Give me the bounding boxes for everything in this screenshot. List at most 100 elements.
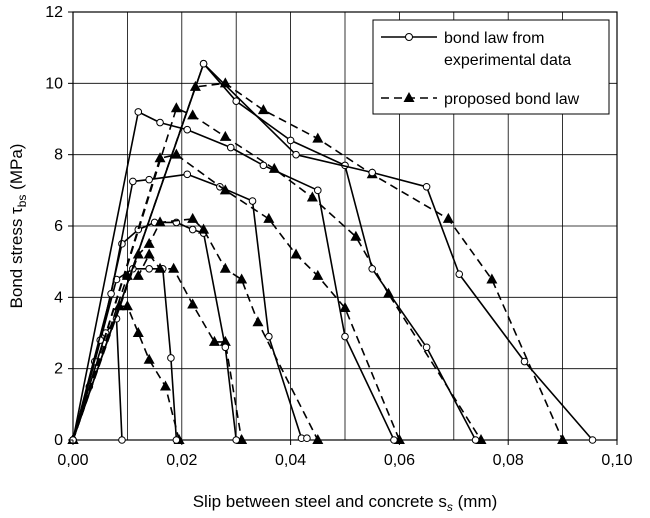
data-point-triangle	[187, 298, 199, 309]
data-point-triangle	[198, 223, 210, 234]
data-point-triangle	[187, 212, 199, 223]
legend-filled-triangle-marker	[403, 92, 415, 102]
data-point-circle	[455, 270, 464, 278]
data-point-circle	[145, 265, 153, 273]
data-point-circle	[292, 150, 300, 159]
solid-series-line	[72, 267, 178, 441]
data-point-triangle	[132, 327, 144, 337]
data-point-triangle	[312, 269, 324, 280]
data-point-circle	[167, 354, 175, 362]
data-point-triangle	[268, 162, 280, 173]
x-tick-label: 0,06	[384, 452, 415, 469]
data-point-circle	[156, 118, 164, 127]
data-point-circle	[118, 436, 126, 444]
data-point-circle	[248, 197, 257, 205]
data-point-circle	[390, 436, 398, 444]
data-point-triangle	[257, 104, 269, 115]
data-point-triangle	[290, 248, 302, 259]
data-point-triangle	[143, 248, 155, 259]
y-tick-label: 8	[54, 147, 63, 164]
data-point-triangle	[312, 132, 324, 143]
x-tick-label: 0,02	[166, 452, 197, 469]
x-axis-title: Slip between steel and concrete ss (mm)	[193, 492, 498, 514]
data-point-circle	[145, 175, 153, 184]
data-point-circle	[172, 436, 181, 444]
data-point-circle	[188, 225, 197, 234]
x-tick-label: 0,08	[493, 452, 524, 469]
data-point-circle	[183, 170, 192, 179]
solid-series-line	[72, 173, 307, 441]
data-point-triangle	[557, 434, 569, 444]
data-point-triangle	[219, 130, 231, 141]
data-point-triangle	[219, 335, 231, 346]
data-point-triangle	[159, 380, 171, 391]
x-tick-label: 0,04	[275, 452, 306, 469]
data-point-triangle	[132, 269, 144, 280]
dashed-series-line	[72, 253, 243, 441]
data-series-group	[67, 59, 597, 444]
data-point-circle	[199, 59, 208, 68]
data-point-triangle	[187, 109, 199, 120]
data-point-triangle	[350, 230, 362, 241]
data-point-triangle	[170, 148, 182, 159]
data-point-triangle	[168, 262, 180, 273]
data-point-circle	[232, 97, 240, 105]
y-tick-label: 2	[54, 361, 63, 378]
y-tick-label: 12	[45, 4, 63, 21]
data-point-circle	[341, 332, 349, 341]
x-tick-label: 0,00	[57, 452, 88, 469]
data-point-circle	[129, 177, 137, 186]
data-point-triangle	[219, 262, 231, 273]
data-point-triangle	[442, 212, 454, 223]
data-point-triangle	[219, 77, 231, 88]
legend-open-circle-marker	[405, 33, 413, 41]
y-axis-title: Bond stress τbs (MPa)	[7, 144, 29, 309]
y-tick-label: 0	[54, 432, 63, 449]
data-point-triangle	[252, 316, 264, 327]
dashed-series-line	[72, 218, 319, 441]
data-point-circle	[471, 436, 480, 444]
y-tick-label: 10	[45, 75, 63, 92]
data-point-triangle	[170, 102, 182, 113]
y-tick-label: 4	[54, 289, 63, 306]
series-proposed-5	[67, 212, 324, 444]
data-point-triangle	[486, 273, 498, 284]
data-point-triangle	[236, 273, 248, 284]
data-point-circle	[259, 161, 268, 170]
data-point-circle	[286, 136, 295, 145]
data-point-triangle	[339, 302, 351, 313]
solid-series-line	[72, 62, 477, 441]
data-point-circle	[588, 436, 597, 444]
solid-series-line	[72, 62, 594, 441]
solid-series-line	[72, 221, 237, 441]
data-point-triangle	[143, 353, 155, 364]
legend: bond law from experimental data proposed…	[372, 19, 610, 115]
data-point-circle	[107, 289, 115, 298]
data-point-circle	[422, 343, 431, 352]
data-point-triangle	[219, 184, 231, 195]
legend-label-experimental-line1: bond law from	[444, 30, 545, 47]
data-point-circle	[221, 343, 230, 352]
data-point-circle	[314, 186, 322, 195]
data-point-circle	[303, 434, 311, 443]
data-point-triangle	[306, 191, 318, 202]
dashed-series-line	[72, 305, 180, 441]
data-point-circle	[232, 436, 240, 444]
data-point-triangle	[263, 212, 275, 223]
data-point-triangle	[154, 152, 166, 163]
y-tick-label: 6	[54, 218, 63, 235]
legend-label-experimental-line2: experimental data	[444, 52, 571, 69]
data-point-circle	[368, 168, 377, 177]
dashed-series-line	[72, 153, 401, 441]
series-proposed-11	[67, 77, 569, 444]
legend-label-proposed: proposed bond law	[444, 91, 580, 108]
x-tick-label: 0,10	[601, 452, 632, 469]
series-experimental-12	[69, 59, 597, 444]
data-point-circle	[134, 108, 143, 116]
data-point-triangle	[121, 300, 133, 311]
data-point-triangle	[154, 216, 166, 227]
data-point-circle	[422, 182, 431, 191]
tick-labels: 0,00 0,02 0,04 0,06 0,08 0,10 0 2 4 6 8 10 12	[45, 4, 632, 469]
data-point-circle	[183, 125, 192, 134]
